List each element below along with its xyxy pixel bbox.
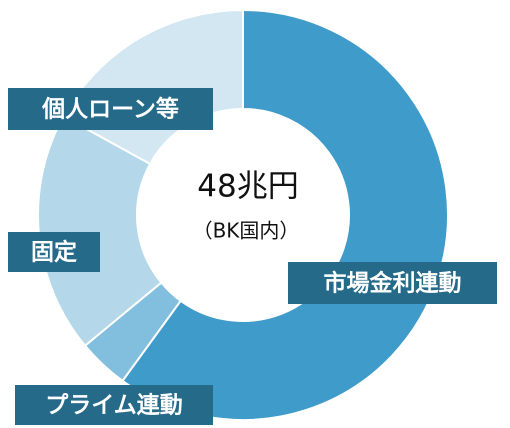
slices (37, 8, 449, 421)
label-box (15, 385, 213, 425)
label-box (288, 262, 497, 304)
slice-label: 個人ローン等 (41, 96, 179, 123)
slice-label: プライム連動 (45, 393, 183, 419)
label-box (8, 232, 100, 272)
label-box (8, 88, 213, 130)
slice-label: 市場金利連動 (324, 270, 462, 297)
center-subtitle: （BK国内） (193, 219, 300, 243)
slice-label: 固定 (31, 239, 77, 266)
center-title: 48兆円 (197, 169, 298, 205)
